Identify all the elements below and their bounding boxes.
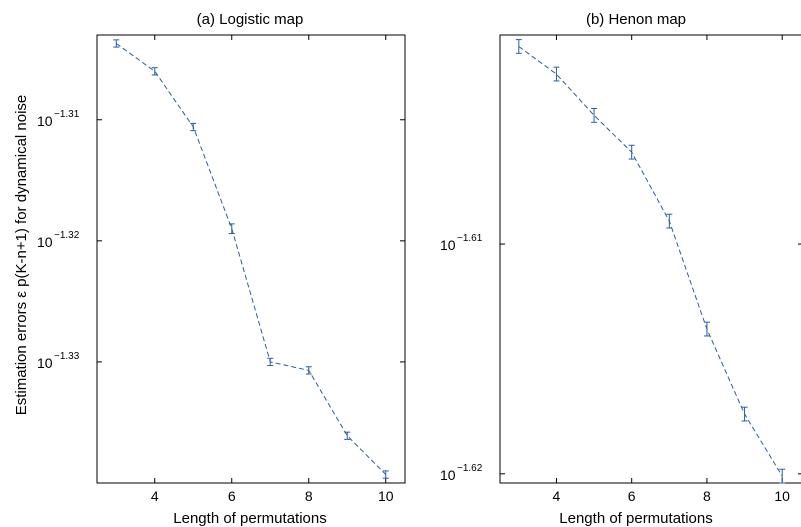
x-tick-label: 10 bbox=[774, 488, 790, 504]
y-tick-label: 10 bbox=[440, 237, 456, 253]
y-tick-label: 10 bbox=[440, 467, 456, 483]
x-tick-label: 4 bbox=[151, 488, 159, 504]
error-bar bbox=[703, 321, 710, 337]
error-bar bbox=[151, 67, 158, 76]
error-bar bbox=[779, 468, 786, 484]
series-line bbox=[116, 43, 387, 475]
error-bar bbox=[628, 144, 635, 160]
error-bar bbox=[190, 122, 197, 132]
x-axis-label: Length of permutations bbox=[559, 510, 712, 527]
error-bar bbox=[344, 431, 351, 440]
x-axis-label: Length of permutations bbox=[173, 510, 326, 527]
y-tick-label: 10 bbox=[37, 355, 53, 371]
y-tick-exponent: −1.31 bbox=[54, 109, 80, 120]
error-bar bbox=[666, 213, 673, 229]
y-tick-exponent: −1.32 bbox=[54, 230, 80, 241]
shared-y-axis-label: Estimation errors ε p(K-n+1) for dynamic… bbox=[13, 95, 30, 416]
error-bar bbox=[553, 66, 560, 82]
error-bar bbox=[113, 39, 120, 48]
panel-henon-map: (b) Henon map Length of permutations 4 6 8… bbox=[440, 11, 801, 527]
x-tick-label: 6 bbox=[628, 488, 636, 504]
error-bar bbox=[591, 108, 598, 123]
error-bar bbox=[515, 39, 522, 54]
y-tick-label: 10 bbox=[37, 113, 53, 129]
plot-frame bbox=[96, 34, 406, 484]
y-tick-exponent: −1.62 bbox=[457, 463, 483, 474]
x-tick-label: 4 bbox=[553, 488, 561, 504]
y-tick-exponent: −1.33 bbox=[54, 351, 80, 362]
chart-title: (a) Logistic map bbox=[197, 11, 304, 28]
error-bar bbox=[267, 357, 274, 367]
y-tick-exponent: −1.61 bbox=[457, 233, 483, 244]
error-bar bbox=[228, 223, 235, 235]
x-tick-label: 8 bbox=[305, 488, 313, 504]
x-tick-label: 6 bbox=[228, 488, 236, 504]
error-bar bbox=[741, 406, 748, 422]
plot-frame bbox=[499, 34, 801, 484]
chart-title: (b) Henon map bbox=[586, 11, 686, 28]
x-tick-label: 10 bbox=[378, 488, 394, 504]
y-tick-label: 10 bbox=[37, 234, 53, 250]
x-tick-label: 8 bbox=[703, 488, 711, 504]
series-line bbox=[518, 46, 783, 477]
error-bar bbox=[305, 366, 312, 375]
panel-logistic-map: (a) Logistic map Length of permutations … bbox=[37, 11, 406, 527]
error-bar bbox=[382, 470, 389, 479]
